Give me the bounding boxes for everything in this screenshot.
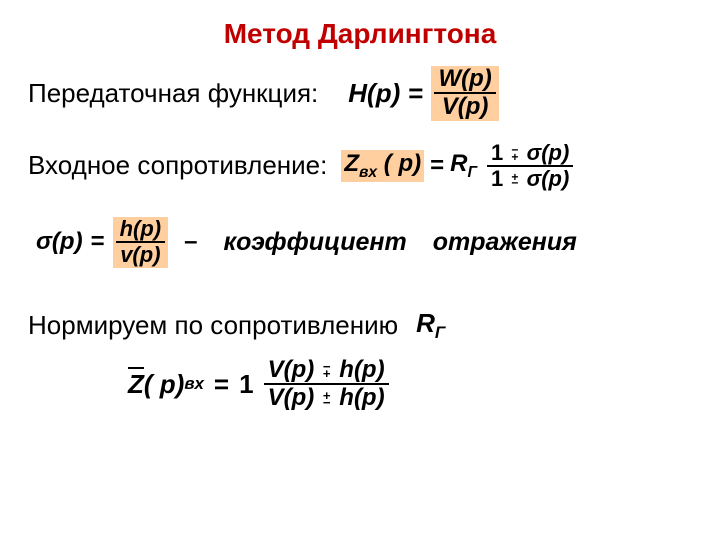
r-sub: Г xyxy=(467,164,477,181)
pm-sign-2: +− xyxy=(323,392,331,407)
reflection-fraction: 1 −+ σ(p) 1 +− σ(p) xyxy=(487,141,573,191)
eq-sign: = xyxy=(408,78,423,109)
refl-num: 1 −+ σ(p) xyxy=(487,141,573,167)
r-letter: R xyxy=(450,150,467,177)
refl-num-sigma: σ(p) xyxy=(527,140,570,165)
row-zbar: Z ( p)вх = 1 V(p) −+ h(p) V(p) +− h(p) xyxy=(128,357,692,412)
zbar-sub: вх xyxy=(184,374,204,394)
label-transfer-function: Передаточная функция: xyxy=(28,78,318,109)
z-arg: ( p) xyxy=(384,150,421,177)
z-sub: вх xyxy=(359,164,377,181)
tf-lhs: H(p) xyxy=(348,78,400,109)
row-transfer-function: Передаточная функция: H(p) = W(p) V(p) xyxy=(28,66,692,121)
zbar-den: V(p) +− h(p) xyxy=(264,385,389,411)
zbar-num-b: h(p) xyxy=(339,356,384,383)
z-letter: Z xyxy=(344,150,359,177)
tf-den: V(p) xyxy=(438,94,493,120)
R-norm: RГ xyxy=(416,308,445,343)
one: 1 xyxy=(239,369,253,400)
zbar-num: V(p) −+ h(p) xyxy=(264,357,389,385)
slide-title: Метод Дарлингтона xyxy=(28,18,692,50)
dash: – xyxy=(184,228,197,256)
sigma-num: h(p) xyxy=(116,217,166,243)
zbar-num-a: V(p) xyxy=(268,356,315,383)
refl-den-1: 1 xyxy=(491,166,503,191)
r2-sub: Г xyxy=(435,323,445,342)
sigma-fraction: h(p) v(p) xyxy=(113,217,169,267)
eq-sign-3: = xyxy=(91,228,105,256)
zbar-den-a: V(p) xyxy=(268,384,315,411)
zbar-z: Z xyxy=(128,369,144,399)
zin: Zвх ( p) xyxy=(341,150,424,182)
label-normalize: Нормируем по сопротивлению xyxy=(28,310,398,341)
word-otr: отражения xyxy=(433,228,577,257)
row-sigma-def: σ(p) = h(p) v(p) – коэффициент отражения xyxy=(36,217,692,267)
zbar: Z xyxy=(128,369,144,400)
tf-fraction: W(p) V(p) xyxy=(431,66,498,121)
refl-den: 1 +− σ(p) xyxy=(487,167,573,191)
sigma-den: v(p) xyxy=(116,243,164,267)
word-koef: коэффициент xyxy=(223,228,406,257)
row-normalize: Нормируем по сопротивлению RГ xyxy=(28,308,692,343)
eq-sign-5a: = xyxy=(214,369,229,400)
zbar-arg: ( p) xyxy=(144,369,184,400)
refl-den-sigma: σ(p) xyxy=(527,166,570,191)
mp-sign: −+ xyxy=(511,147,518,160)
tf-num: W(p) xyxy=(434,66,495,94)
R-source: RГ xyxy=(450,150,477,182)
eq-sign-2a: = xyxy=(430,152,444,180)
zbar-den-b: h(p) xyxy=(339,384,384,411)
zbar-fraction: V(p) −+ h(p) V(p) +− h(p) xyxy=(264,357,389,412)
mp-sign-2: −+ xyxy=(323,363,331,378)
sigma-lhs: σ(p) xyxy=(36,228,83,256)
row-input-impedance: Входное сопротивление: Zвх ( p) = RГ 1 −… xyxy=(28,141,692,191)
refl-num-1: 1 xyxy=(491,140,503,165)
label-input-impedance: Входное сопротивление: xyxy=(28,150,327,181)
r2-letter: R xyxy=(416,308,435,338)
pm-sign: +− xyxy=(511,174,518,187)
